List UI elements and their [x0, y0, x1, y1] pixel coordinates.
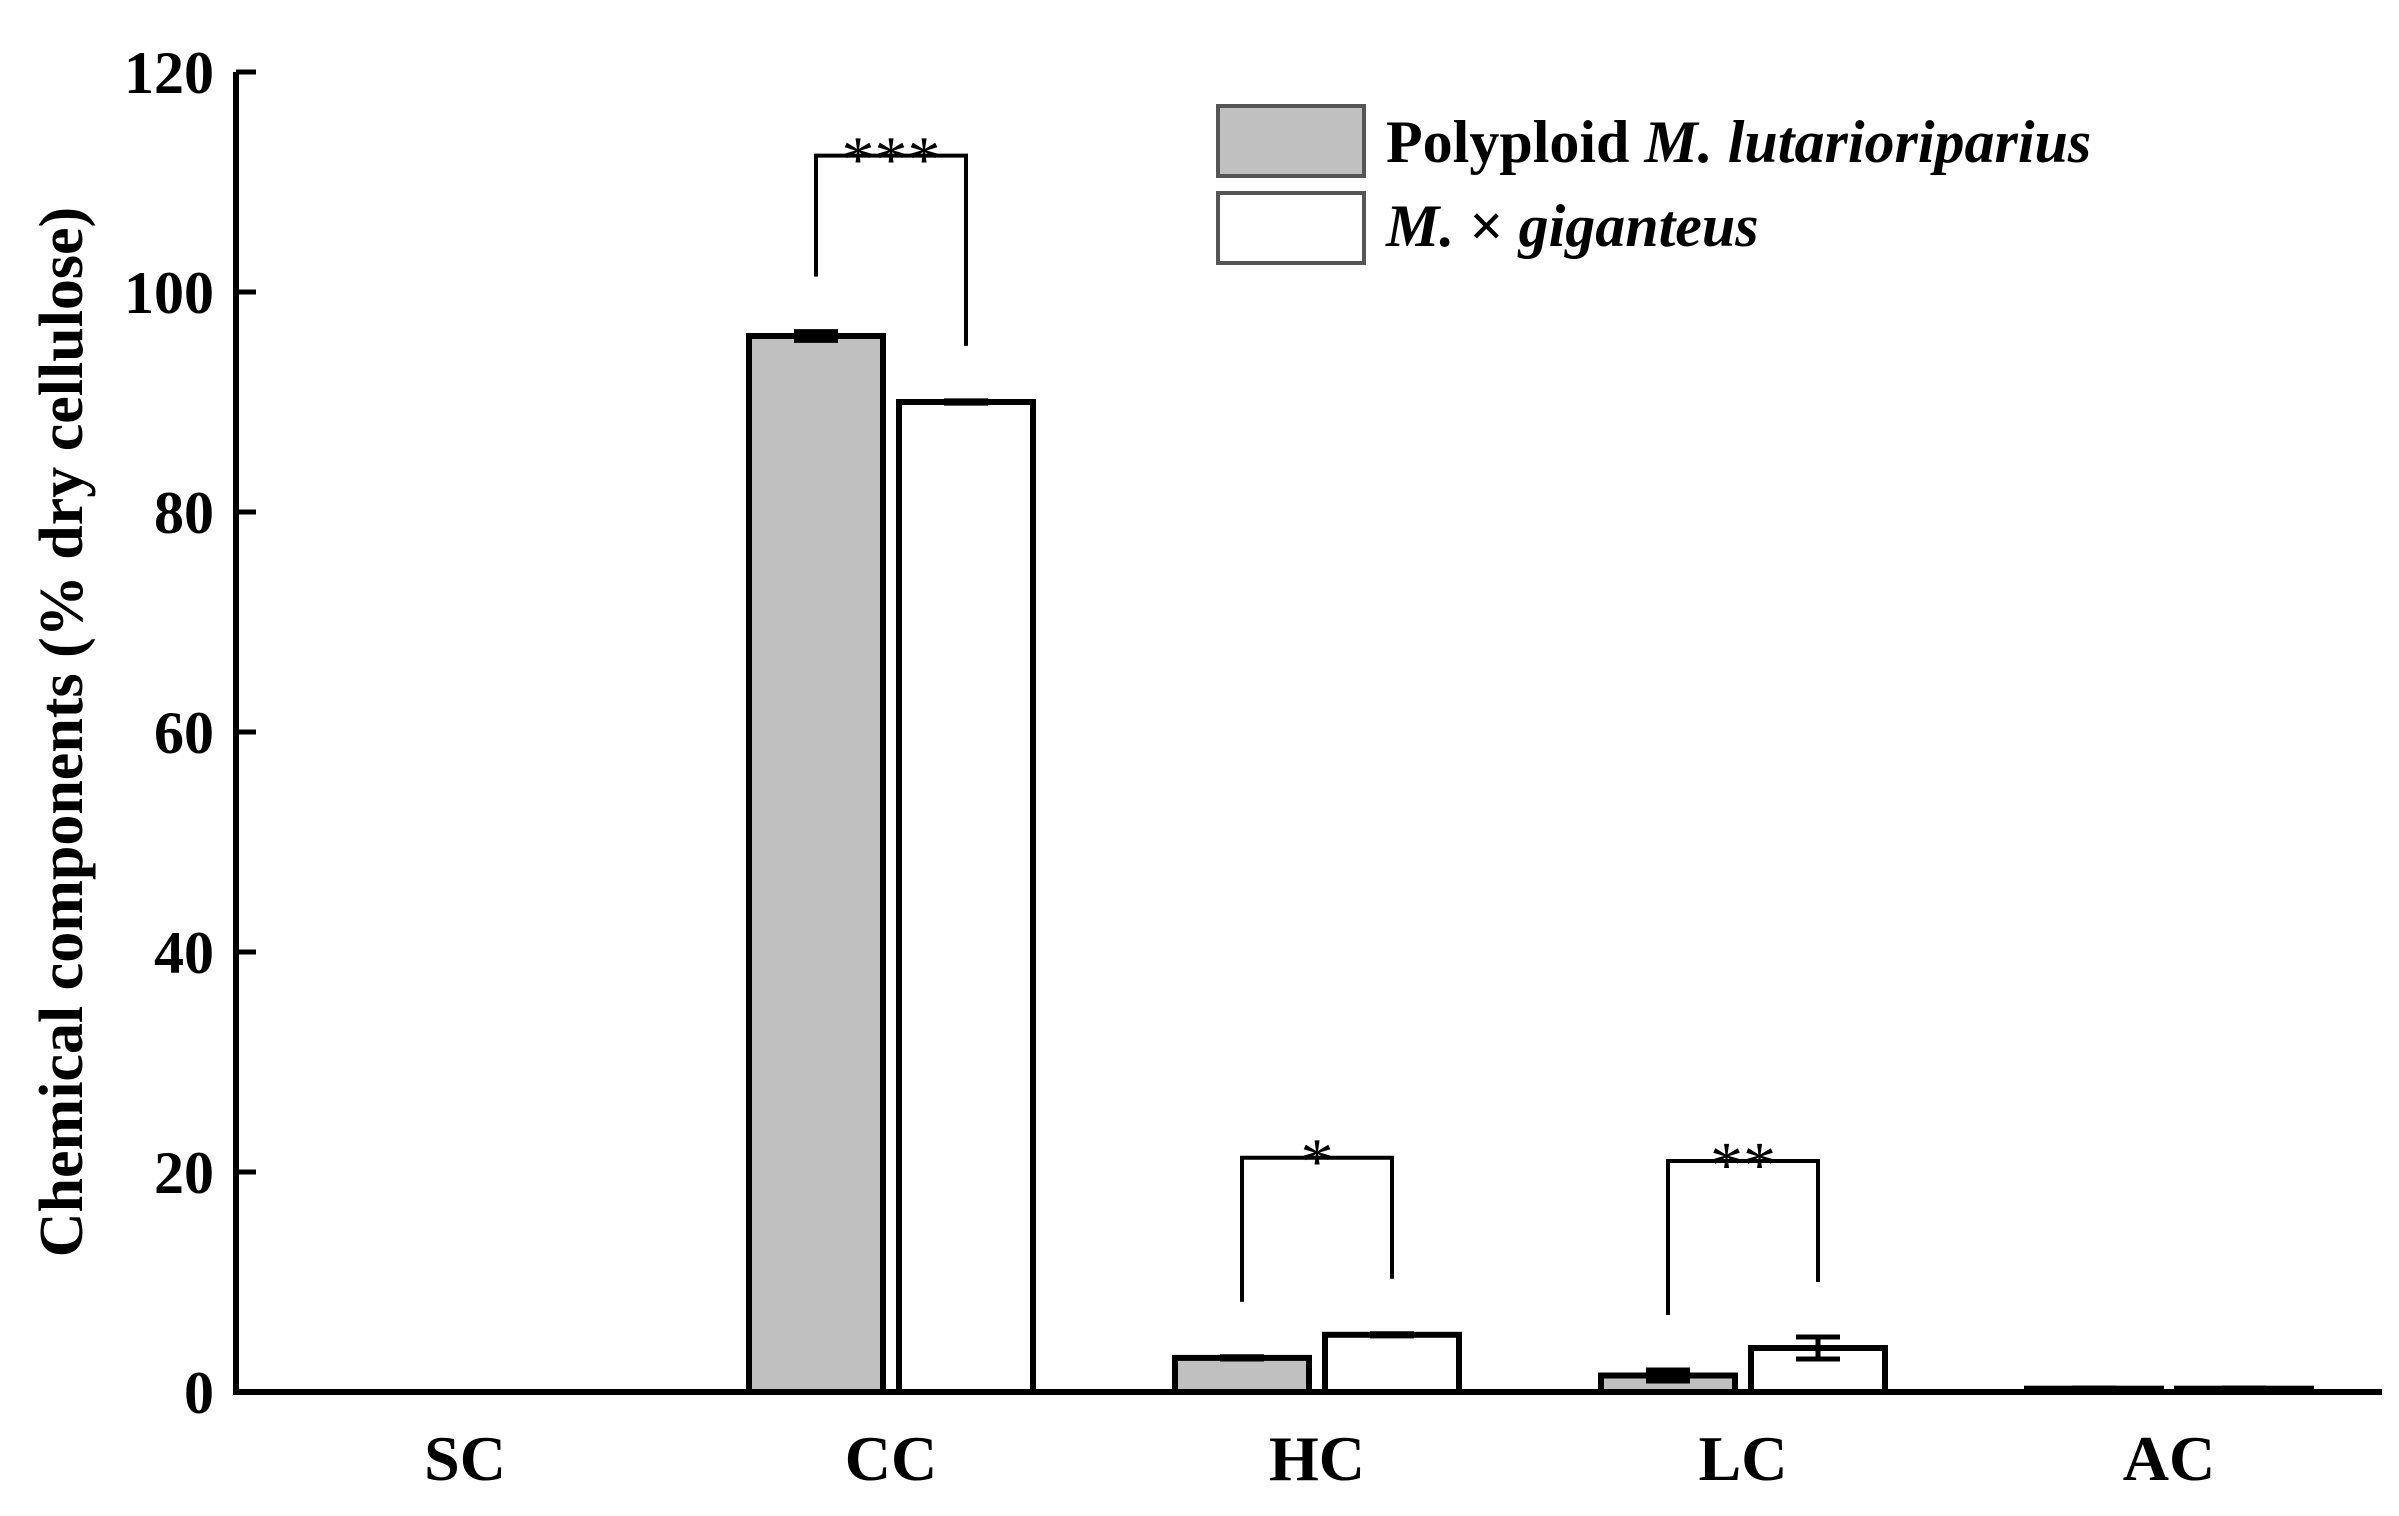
y-tick-label: 80 — [154, 480, 214, 546]
y-axis-ticks: 0 20 40 60 80 100 120 — [124, 40, 256, 1426]
y-tick-label: 40 — [154, 920, 214, 986]
bar-series-1-cc — [746, 333, 886, 1395]
y-tick-label: 20 — [154, 1140, 214, 1206]
y-tick-label: 100 — [124, 260, 214, 326]
y-tick-label: 0 — [184, 1360, 214, 1426]
significance-bracket — [1240, 1155, 1394, 1302]
legend-label-series-1: Polyploid M. lutarioriparius — [1386, 109, 2091, 175]
significance-label: * — [1301, 1126, 1334, 1199]
bar-series-2-hc — [1322, 1331, 1462, 1396]
bar-series-2-cc — [896, 399, 1036, 1395]
x-tick-label: CC — [845, 1423, 937, 1494]
x-tick-label: HC — [1269, 1423, 1365, 1494]
legend-label-series-1-plain: Polyploid — [1386, 109, 1644, 175]
bars — [746, 333, 2314, 1396]
x-axis-labels: SC CC HC LC AC — [424, 1423, 2215, 1494]
y-tick-label: 120 — [124, 40, 214, 106]
legend-label-series-1-italic: M. lutarioriparius — [1643, 109, 2091, 175]
legend-label-series-2-plain: × — [1454, 193, 1518, 259]
bar-series-1-hc — [1172, 1354, 1312, 1396]
y-axis-label: Chemical components (% dry cellulose) — [28, 207, 96, 1257]
y-tick-label: 60 — [154, 700, 214, 766]
significance-label: *** — [842, 124, 941, 197]
x-tick-label: LC — [1699, 1423, 1788, 1494]
x-tick-label: SC — [424, 1423, 506, 1494]
significance-bracket — [1666, 1159, 1820, 1315]
significance-label: ** — [1710, 1129, 1776, 1202]
significance-bracket — [814, 153, 968, 346]
legend-label-series-2: M. × giganteus — [1385, 193, 1759, 259]
x-tick-label: AC — [2123, 1423, 2215, 1494]
legend-label-series-2-italic-2: giganteus — [1517, 193, 1759, 259]
legend-swatch-series-2 — [1216, 191, 1366, 265]
significance-markers: **** ** — [814, 124, 1820, 1315]
legend-swatch-series-1 — [1216, 104, 1366, 178]
legend-label-series-2-italic: M. — [1385, 193, 1454, 259]
legend: Polyploid M. lutarioriparius M. × gigant… — [1216, 104, 2091, 265]
